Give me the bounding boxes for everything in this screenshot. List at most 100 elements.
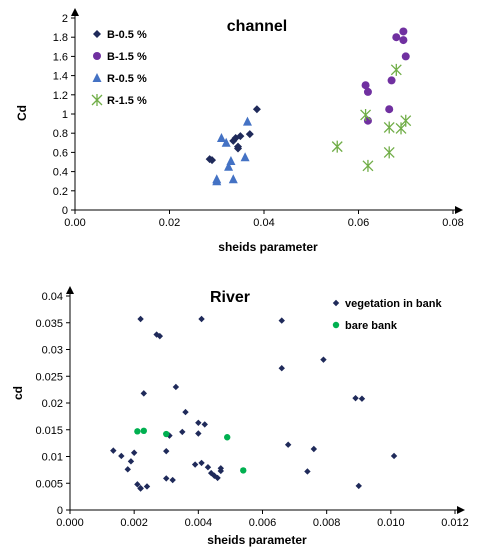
river-point-series-1 xyxy=(156,332,164,340)
river-point-series-1 xyxy=(130,449,138,456)
river-x-tick-label: 0.008 xyxy=(313,517,341,529)
channel-point-series-4 xyxy=(390,63,402,76)
river-point-series-1 xyxy=(153,331,160,338)
river-point-series-2 xyxy=(224,434,231,441)
channel-y-tick-label: 1.6 xyxy=(53,51,68,63)
channel-point-series-3 xyxy=(226,156,236,166)
channel-point-series-3 xyxy=(216,133,226,142)
river-point-series-1 xyxy=(163,447,170,455)
channel-point-series-1 xyxy=(252,105,261,114)
river-point-series-1 xyxy=(304,468,311,475)
river-legend-marker xyxy=(332,321,340,329)
river-y-axis-label: cd xyxy=(11,386,25,400)
river-ticks: 0.000 0.002 0.004 0.006 0.008 0.010 0.012 0 0.00… xyxy=(35,291,468,529)
channel-point-series-2 xyxy=(385,105,394,114)
channel-points xyxy=(205,27,412,186)
channel-x-tick-label: 0.00 xyxy=(64,217,85,229)
river-x-axis-label: sheids parameter xyxy=(207,533,307,547)
river-y-tick-label: 0.04 xyxy=(42,291,63,303)
river-points xyxy=(110,315,398,492)
channel-y-axis-label: Cd xyxy=(15,105,29,121)
river-y-tick-label: 0.035 xyxy=(35,318,63,330)
river-point-series-1 xyxy=(355,482,362,490)
river-y-tick-label: 0 xyxy=(57,505,63,517)
river-axes xyxy=(66,286,465,514)
river-point-series-1 xyxy=(198,459,205,467)
river-point-series-1 xyxy=(278,365,285,372)
river-legend: vegetation in bank bare bank xyxy=(332,298,442,332)
channel-x-axis-label: sheids parameter xyxy=(218,240,318,254)
river-point-series-1 xyxy=(191,461,199,468)
river-x-tick-label: 0.006 xyxy=(249,517,277,529)
channel-x-tick-label: 0.04 xyxy=(253,217,274,229)
river-x-tick-label: 0.010 xyxy=(377,517,405,529)
channel-point-series-2 xyxy=(401,52,410,61)
river-x-tick-label: 0.012 xyxy=(441,517,469,529)
river-point-series-2 xyxy=(140,427,147,435)
channel-legend-label: R-1.5 % xyxy=(107,95,147,107)
channel-point-series-4 xyxy=(383,121,395,134)
river-y-tick-label: 0.01 xyxy=(42,452,63,464)
channel-legend-marker xyxy=(93,52,101,60)
river-point-series-2 xyxy=(163,430,170,438)
river-x-tick-label: 0.000 xyxy=(56,517,84,529)
river-point-series-1 xyxy=(198,315,205,323)
channel-y-tick-label: 1 xyxy=(62,109,68,121)
river-point-series-1 xyxy=(310,445,318,453)
river-y-tick-label: 0.025 xyxy=(35,371,63,383)
river-y-tick-label: 0.03 xyxy=(42,345,63,357)
river-point-series-1 xyxy=(204,464,212,471)
river-point-series-1 xyxy=(201,421,208,428)
channel-legend: B-0.5 % B-1.5 % R-0.5 % R-1.5 % xyxy=(91,29,147,107)
channel-legend-marker xyxy=(92,73,102,82)
river-x-tick-label: 0.004 xyxy=(185,517,213,529)
channel-chart: channel Cd sheids parameter 0.00 0.02 0.04… xyxy=(15,8,464,254)
channel-point-series-1 xyxy=(236,132,245,141)
river-point-series-1 xyxy=(124,466,131,473)
river-point-series-1 xyxy=(140,390,147,397)
river-x-tick-label: 0.002 xyxy=(120,517,148,529)
river-point-series-1 xyxy=(179,428,186,436)
channel-point-series-2 xyxy=(392,33,401,42)
river-point-series-1 xyxy=(284,441,292,448)
channel-point-series-2 xyxy=(399,27,408,36)
channel-point-series-4 xyxy=(331,140,343,153)
river-point-series-1 xyxy=(137,484,144,492)
river-point-series-1 xyxy=(163,475,170,482)
river-point-series-1 xyxy=(278,317,285,324)
channel-y-axis-arrow xyxy=(71,8,79,16)
river-point-series-1 xyxy=(358,395,366,402)
river-point-series-1 xyxy=(169,476,176,484)
channel-ticks: 0.00 0.02 0.04 0.06 0.08 0 0.2 0.4 0.6 0.8 1 1.2 1.4… xyxy=(53,13,464,229)
channel-point-series-2 xyxy=(363,87,372,96)
channel-y-tick-label: 0.2 xyxy=(53,186,68,198)
river-point-series-1 xyxy=(195,419,202,426)
channel-point-series-1 xyxy=(234,144,243,153)
channel-y-tick-label: 1.2 xyxy=(53,90,68,102)
river-point-series-1 xyxy=(143,483,151,490)
river-point-series-2 xyxy=(134,428,141,435)
channel-point-series-4 xyxy=(395,122,407,135)
river-point-series-1 xyxy=(134,481,141,488)
channel-legend-label: R-0.5 % xyxy=(107,73,147,85)
river-point-series-1 xyxy=(110,447,117,454)
river-point-series-1 xyxy=(352,394,359,402)
river-legend-marker xyxy=(332,299,340,307)
channel-x-tick-label: 0.02 xyxy=(159,217,180,229)
channel-point-series-4 xyxy=(400,114,412,127)
river-point-series-1 xyxy=(390,452,398,460)
river-point-series-1 xyxy=(172,383,180,391)
channel-point-series-1 xyxy=(245,130,254,139)
river-chart: River cd sheids parameter 0.000 0.002 0.00… xyxy=(11,286,469,547)
river-y-axis-arrow xyxy=(66,286,74,294)
river-point-series-1 xyxy=(127,458,135,465)
channel-y-tick-label: 1.4 xyxy=(53,71,68,83)
channel-y-tick-label: 0.4 xyxy=(53,167,68,179)
river-point-series-1 xyxy=(320,356,327,363)
channel-point-series-4 xyxy=(383,146,395,159)
channel-x-tick-label: 0.06 xyxy=(348,217,369,229)
channel-point-series-4 xyxy=(362,159,374,172)
channel-point-series-4 xyxy=(360,108,372,121)
river-y-tick-label: 0.015 xyxy=(35,425,63,437)
channel-point-series-2 xyxy=(387,76,396,85)
